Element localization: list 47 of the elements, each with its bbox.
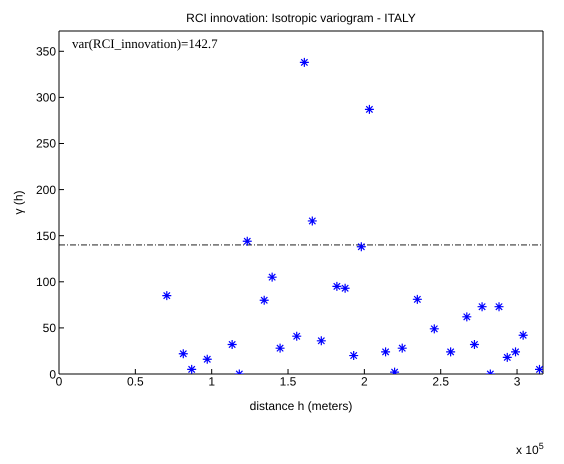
point <box>462 312 472 322</box>
point <box>292 331 302 342</box>
point <box>534 364 543 374</box>
point <box>446 346 456 357</box>
point <box>397 343 408 354</box>
point <box>469 339 480 350</box>
point <box>332 281 342 292</box>
x-tick-label: 3 <box>514 374 521 389</box>
point <box>356 242 366 252</box>
point <box>178 348 188 359</box>
y-tick-label: 150 <box>36 228 56 243</box>
point <box>364 104 374 114</box>
point <box>348 350 359 361</box>
annotation: var(RCI_innovation)=142.7 <box>72 36 218 51</box>
y-axis-title: γ (h) <box>11 190 26 214</box>
x-tick-label: 1.5 <box>280 374 297 389</box>
point <box>242 236 252 246</box>
text: x 10$^{5}$ <box>516 441 544 457</box>
y-tick-label: 350 <box>36 44 56 59</box>
x-tick-label: 2.5 <box>432 374 450 389</box>
y-tick-label: 250 <box>36 136 56 151</box>
point <box>299 57 310 68</box>
x-axis-title: distance h (meters) <box>250 399 352 413</box>
point <box>412 294 422 304</box>
x-tick-label: 1 <box>208 374 216 389</box>
x-tick-label: 2 <box>361 374 368 389</box>
y-tick-label: 50 <box>42 321 56 336</box>
point <box>186 364 197 374</box>
point <box>259 295 270 306</box>
point <box>494 302 504 312</box>
point <box>307 216 318 226</box>
y-tick-label: 300 <box>36 90 56 105</box>
point <box>162 290 172 301</box>
chart-title: RCI innovation: Isotropic variogram - ITALY <box>186 11 416 25</box>
y-tick-label: 200 <box>36 182 56 197</box>
x-tick-label: 0.5 <box>126 374 144 389</box>
point <box>340 283 350 294</box>
point <box>202 354 212 364</box>
point <box>274 343 286 354</box>
point <box>476 302 488 312</box>
point <box>316 336 326 346</box>
point <box>429 324 440 334</box>
point <box>380 346 391 357</box>
y-tick-label: 100 <box>36 275 56 290</box>
point <box>227 339 238 350</box>
point <box>267 272 278 282</box>
point <box>518 330 528 340</box>
